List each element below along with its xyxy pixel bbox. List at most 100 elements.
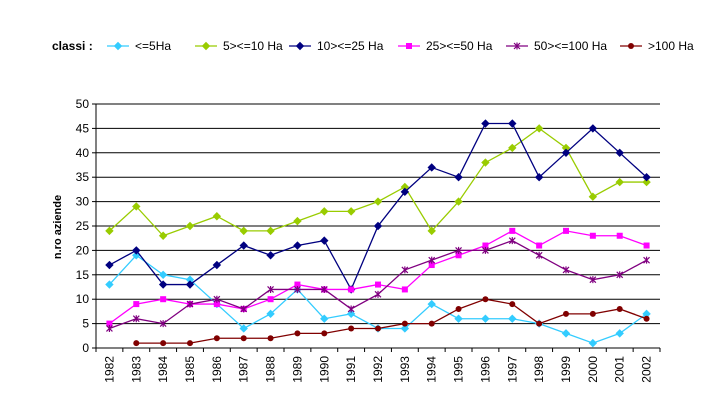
data-point <box>185 280 195 289</box>
data-point <box>482 246 489 254</box>
x-tick-label: 1984 <box>156 356 170 383</box>
data-point <box>561 329 571 338</box>
data-point <box>536 242 543 249</box>
legend-label: >100 Ha <box>648 39 694 53</box>
legend-marker <box>113 41 123 51</box>
data-point <box>239 226 248 236</box>
data-point <box>158 231 168 240</box>
legend-label: 25><=50 Ha <box>426 39 493 53</box>
data-point <box>133 340 140 347</box>
data-point <box>158 270 168 280</box>
legend-item: 10><=25 Ha <box>289 39 384 53</box>
data-point <box>266 251 275 260</box>
data-point <box>186 300 194 308</box>
y-tick-label: 50 <box>76 97 90 111</box>
data-point <box>266 309 275 319</box>
data-point <box>293 216 302 226</box>
data-point <box>455 246 462 254</box>
data-point <box>589 276 597 284</box>
series-2 <box>105 124 651 240</box>
data-point <box>534 124 544 133</box>
data-point <box>159 320 167 328</box>
data-point <box>187 340 193 347</box>
y-tick-label: 35 <box>76 170 90 184</box>
data-point <box>642 172 651 182</box>
data-point <box>133 301 140 308</box>
data-point <box>374 290 382 298</box>
data-point <box>615 177 624 187</box>
data-point <box>239 241 248 250</box>
legend-marker <box>406 43 412 49</box>
legend-item: 50><=100 Ha <box>506 39 607 53</box>
legend-title: classi : <box>52 39 93 53</box>
y-tick-label: 5 <box>82 317 89 331</box>
x-tick-label: 1988 <box>264 356 278 383</box>
x-tick-label: 1995 <box>452 356 466 383</box>
legend: <=5Ha 5><=10 Ha 10><=25 Ha 25><=50 Ha 50><=1… <box>107 39 694 53</box>
data-point <box>348 286 355 293</box>
series-5 <box>106 237 650 332</box>
data-point <box>508 119 517 128</box>
data-point <box>400 187 410 197</box>
data-point <box>534 172 544 182</box>
y-axis-label: n.ro aziende <box>52 195 64 259</box>
data-point <box>427 163 436 172</box>
legend-label: 50><=100 Ha <box>534 39 607 53</box>
y-axis-ticks: 0 5 10 15 20 25 30 35 40 45 50 <box>76 97 96 355</box>
data-point <box>375 325 381 332</box>
data-point <box>213 335 220 342</box>
x-tick-label: 1989 <box>290 356 304 383</box>
legend-item: 25><=50 Ha <box>398 39 493 53</box>
data-point <box>589 310 596 317</box>
data-point <box>482 296 489 303</box>
data-point <box>373 221 383 231</box>
y-tick-label: 15 <box>76 268 90 282</box>
data-point <box>643 242 650 249</box>
x-axis-ticks: 1982 1983 1984 1985 1986 1987 1988 1989 1990 1991… <box>95 348 661 383</box>
data-point <box>240 335 247 342</box>
data-point <box>428 256 436 264</box>
data-point <box>588 338 598 348</box>
x-tick-label: 1997 <box>505 356 519 383</box>
data-point <box>401 286 408 293</box>
x-tick-label: 1994 <box>425 356 439 383</box>
data-point <box>642 177 651 187</box>
data-point <box>160 296 167 303</box>
data-point <box>320 285 328 293</box>
data-point <box>509 227 516 234</box>
data-point <box>401 320 408 327</box>
data-point <box>454 172 463 182</box>
legend-item: >100 Ha <box>620 39 694 53</box>
data-point <box>535 251 543 259</box>
data-point <box>643 256 650 264</box>
data-point <box>375 281 381 288</box>
data-point <box>561 148 571 158</box>
data-point <box>348 325 355 332</box>
data-point <box>213 295 221 303</box>
data-point <box>616 232 623 239</box>
x-tick-label: 1986 <box>210 356 224 383</box>
data-point <box>562 266 570 274</box>
data-point <box>589 232 596 239</box>
data-point <box>482 242 489 249</box>
data-point <box>455 252 462 259</box>
legend-marker <box>513 42 521 50</box>
data-point <box>294 285 301 293</box>
data-point <box>509 301 516 308</box>
x-tick-label: 1999 <box>559 356 573 383</box>
data-point <box>185 221 195 231</box>
x-tick-label: 1983 <box>129 356 143 383</box>
data-point <box>132 246 141 255</box>
data-point <box>266 226 275 236</box>
data-point <box>481 119 490 128</box>
data-point <box>267 296 274 303</box>
legend-marker <box>628 43 634 49</box>
data-point <box>481 314 490 323</box>
data-point <box>267 335 274 342</box>
x-tick-label: 1985 <box>183 356 197 383</box>
data-point <box>427 299 436 309</box>
y-tick-label: 10 <box>76 292 90 306</box>
data-point <box>563 227 569 234</box>
data-point <box>105 280 114 289</box>
legend-label: <=5Ha <box>135 39 171 53</box>
